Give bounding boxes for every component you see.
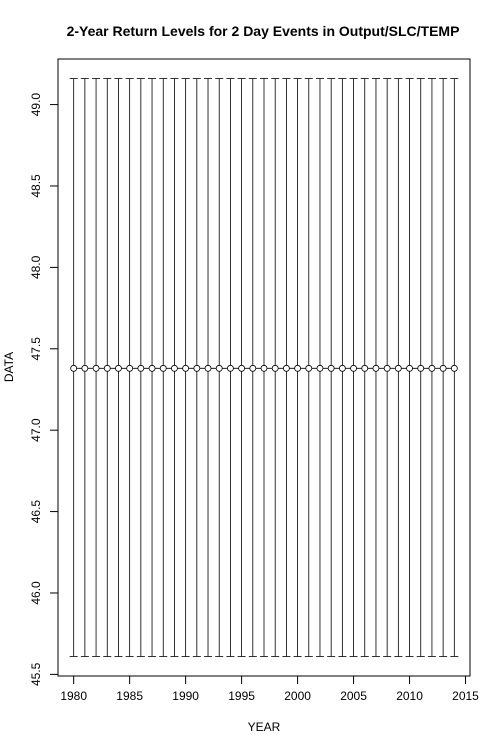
y-tick-label: 48.5 — [29, 174, 43, 198]
x-tick-label: 1990 — [172, 689, 199, 703]
y-tick-label: 47.0 — [29, 418, 43, 442]
data-points — [70, 364, 458, 372]
data-point — [81, 364, 89, 372]
data-point — [193, 364, 201, 372]
data-point — [383, 364, 391, 372]
data-point — [439, 364, 447, 372]
data-point — [148, 364, 156, 372]
data-point — [92, 364, 100, 372]
y-tick-label: 45.5 — [29, 662, 43, 686]
data-point — [294, 364, 301, 372]
data-point — [271, 364, 279, 372]
x-tick-label: 2010 — [396, 689, 423, 703]
data-point — [204, 364, 212, 372]
x-tick-label: 2000 — [284, 689, 311, 703]
data-point — [103, 364, 111, 372]
data-point — [159, 364, 167, 372]
data-point — [70, 364, 78, 372]
data-point — [338, 364, 346, 372]
data-point — [182, 364, 190, 372]
chart-title: 2-Year Return Levels for 2 Day Events in… — [67, 23, 460, 39]
y-tick-label: 46.5 — [29, 500, 43, 524]
data-point — [350, 364, 357, 372]
data-point — [126, 364, 134, 372]
y-axis: 45.5 46.0 46.5 47.0 47.5 48.0 48.5 49.0 — [29, 93, 59, 686]
data-point — [305, 364, 313, 372]
y-tick-label: 49.0 — [29, 93, 43, 117]
data-point — [171, 364, 178, 372]
y-axis-label: DATA — [2, 352, 16, 382]
x-tick-label: 2015 — [452, 689, 479, 703]
data-point — [227, 364, 234, 372]
data-point — [406, 364, 413, 372]
data-point — [238, 364, 246, 372]
data-point — [215, 364, 223, 372]
data-point — [316, 364, 324, 372]
data-point — [137, 364, 145, 372]
x-tick-label: 2005 — [340, 689, 367, 703]
data-point — [249, 364, 257, 372]
data-point — [282, 364, 290, 372]
y-tick-label: 48.0 — [29, 255, 43, 279]
data-point — [361, 364, 369, 372]
data-point — [327, 364, 335, 372]
data-point — [260, 364, 268, 372]
x-axis-label: YEAR — [248, 720, 281, 734]
data-point — [450, 364, 458, 372]
y-tick-label: 46.0 — [29, 581, 43, 605]
x-axis: 1980 1985 1990 1995 2000 2005 2010 2015 — [60, 675, 479, 703]
x-tick-label: 1980 — [60, 689, 87, 703]
y-tick-label: 47.5 — [29, 337, 43, 361]
data-point — [428, 364, 436, 372]
data-point — [417, 364, 425, 372]
data-point — [372, 364, 380, 372]
data-point — [394, 364, 402, 372]
x-tick-label: 1995 — [228, 689, 255, 703]
data-point — [115, 364, 122, 372]
x-tick-label: 1985 — [116, 689, 143, 703]
